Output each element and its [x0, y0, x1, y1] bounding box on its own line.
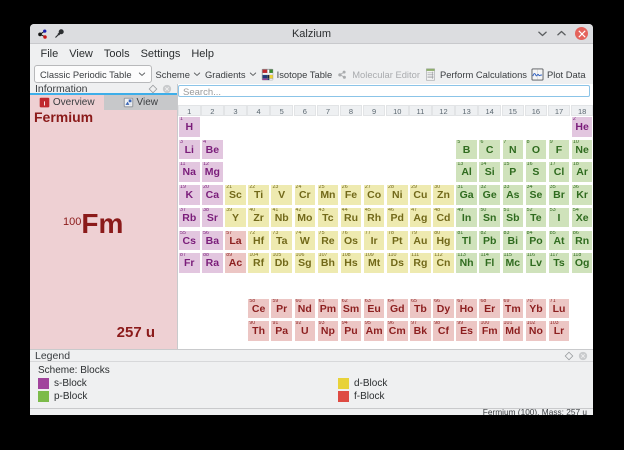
svg-text:i: i	[44, 100, 46, 107]
